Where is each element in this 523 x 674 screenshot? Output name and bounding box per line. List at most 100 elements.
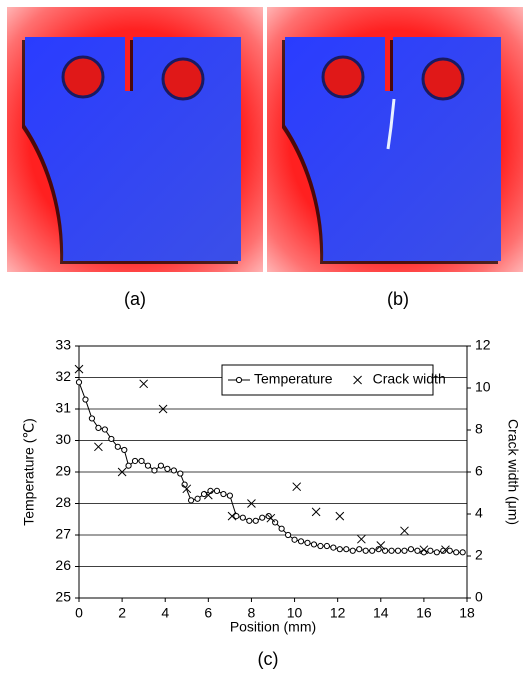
x-tick-label: 0: [75, 605, 83, 621]
data-point: [227, 511, 237, 521]
y2-tick-label: 0: [475, 589, 483, 605]
data-point: [114, 443, 121, 450]
legend-marker: [353, 375, 362, 385]
y2-tick-label: 10: [475, 379, 491, 395]
x-tick-label: 6: [204, 605, 212, 621]
x-tick-label: 4: [161, 605, 169, 621]
data-point: [343, 546, 350, 553]
data-point: [74, 364, 84, 374]
data-point: [292, 482, 302, 492]
data-point: [336, 546, 343, 553]
data-point: [407, 546, 415, 553]
x-tick-label: 10: [287, 605, 303, 621]
data-point: [362, 547, 369, 554]
data-point: [304, 539, 311, 546]
y-tick-label: 27: [55, 526, 71, 542]
data-point: [335, 511, 345, 521]
data-point: [330, 544, 337, 551]
data-point: [157, 462, 165, 469]
legend-marker: [235, 376, 243, 384]
data-point: [75, 379, 83, 386]
data-point: [317, 542, 324, 550]
data-point: [94, 442, 103, 452]
legend: Temperature Crack width: [221, 364, 446, 396]
data-point: [125, 462, 132, 469]
panel-a-image: [5, 5, 265, 274]
data-point: [213, 487, 221, 494]
data-point: [394, 547, 402, 554]
data-point: [284, 531, 292, 539]
panel-label: (a): [124, 289, 146, 309]
data-point: [459, 549, 466, 556]
y2-tick-label: 2: [475, 547, 483, 563]
y2-tick-label: 4: [475, 505, 483, 521]
data-point: [95, 424, 102, 431]
x-tick-label: 14: [373, 605, 389, 621]
data-point: [144, 462, 152, 469]
y2-tick-label: 8: [475, 421, 483, 437]
data-point: [151, 467, 158, 474]
data-point: [375, 546, 382, 553]
data-point: [278, 525, 285, 532]
data-point: [453, 549, 460, 556]
y-tick-label: 31: [55, 400, 71, 416]
data-point: [82, 396, 89, 403]
x-axis-label: Position (mm): [230, 619, 316, 635]
data-point: [427, 547, 434, 554]
x-tick-label: 8: [248, 605, 256, 621]
data-point: [177, 470, 184, 477]
data-point: [88, 415, 96, 422]
data-point: [297, 538, 305, 545]
data-point: [349, 547, 356, 554]
data-point: [266, 513, 276, 523]
y-tick-label: 30: [55, 431, 71, 447]
legend-label: Crack width: [373, 371, 446, 387]
data-point: [164, 465, 171, 472]
x-tick-label: 12: [330, 605, 346, 621]
y2-tick-label: 6: [475, 463, 483, 479]
data-point: [108, 435, 115, 443]
y-tick-label: 32: [55, 368, 71, 384]
data-point: [226, 492, 233, 499]
data-point: [291, 536, 298, 543]
y-axis-label: Temperature (℃): [21, 418, 37, 526]
data-point: [381, 547, 389, 554]
data-point: [139, 379, 149, 389]
data-point: [138, 457, 145, 465]
data-point: [369, 547, 376, 554]
panel-label: (b): [387, 289, 409, 309]
y-tick-label: 28: [55, 494, 71, 510]
data-point: [252, 517, 259, 524]
y-tick-label: 25: [55, 589, 71, 605]
data-point: [182, 484, 192, 494]
data-point: [239, 514, 246, 521]
data-point: [323, 542, 330, 550]
data-point: [194, 495, 201, 502]
data-point: [357, 534, 366, 544]
panel-b-image: [265, 5, 523, 274]
data-point: [170, 467, 177, 474]
data-point: [311, 507, 321, 517]
data-point: [158, 404, 168, 414]
data-point: [419, 545, 429, 555]
legend-box: [221, 364, 434, 396]
legend-label: Temperature: [254, 371, 333, 387]
data-point: [400, 526, 409, 536]
data-point: [247, 499, 256, 508]
data-point: [441, 545, 450, 555]
panel-label: (c): [258, 649, 279, 669]
data-point: [388, 547, 395, 554]
data-point: [203, 490, 213, 500]
y-tick-label: 26: [55, 557, 71, 573]
y2-axis-label: Crack width (μm): [505, 419, 521, 525]
data-point: [131, 457, 139, 465]
y-tick-label: 33: [55, 337, 71, 353]
data-point: [233, 513, 240, 520]
data-point: [259, 514, 266, 521]
data-point: [414, 547, 421, 554]
data-point: [310, 541, 318, 548]
data-point: [121, 446, 128, 454]
data-point: [433, 549, 440, 556]
data-point: [187, 497, 195, 504]
